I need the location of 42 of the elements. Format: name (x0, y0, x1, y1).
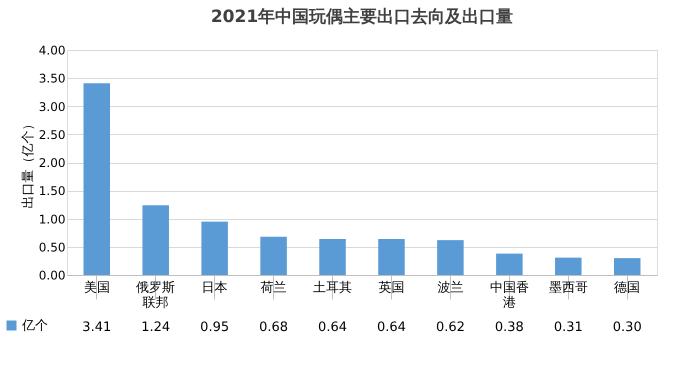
data-label: 0.64 (376, 320, 406, 335)
data-label: 0.62 (436, 320, 465, 335)
data-label: 1.24 (141, 320, 170, 335)
data-label: 0.68 (259, 320, 288, 335)
y-axis-title: 出口量（亿个） (20, 118, 36, 208)
x-tick-label: 波兰 (437, 280, 464, 296)
x-tick-label: 墨西哥 (548, 280, 588, 296)
x-tick-label: 日本 (202, 280, 228, 296)
x-tick-label: 中国香港 (490, 280, 529, 310)
y-tick-label: 1.50 (38, 184, 66, 198)
data-label: 0.64 (318, 320, 348, 335)
data-label: 3.41 (82, 320, 112, 335)
data-label: 0.95 (200, 320, 230, 335)
bar (378, 239, 405, 275)
y-tick-label: 3.00 (38, 100, 66, 114)
y-tick-label: 4.00 (38, 44, 66, 58)
data-label: 0.31 (554, 320, 583, 335)
bar (437, 240, 464, 275)
x-tick-label: 英国 (378, 280, 404, 296)
x-tick-label: 俄罗斯联邦 (136, 280, 176, 310)
bar (201, 222, 228, 275)
bar (260, 236, 287, 275)
bar (614, 258, 640, 275)
y-tick-label: 2.00 (38, 156, 66, 170)
x-tick-label: 美国 (84, 280, 110, 296)
chart-title: 2021年中国玩偶主要出口去向及出口量 (210, 7, 514, 27)
bar (142, 205, 169, 275)
x-tick-label: 德国 (614, 280, 640, 296)
x-tick-label: 荷兰 (260, 280, 287, 296)
bar (496, 254, 523, 275)
y-tick-label: 2.50 (38, 128, 66, 142)
y-tick-label: 1.00 (38, 212, 66, 226)
bar (555, 258, 582, 275)
y-tick-label: 0.50 (38, 240, 66, 254)
data-label: 0.30 (612, 320, 642, 335)
bar (319, 239, 346, 275)
y-tick-label: 3.50 (38, 72, 66, 86)
data-label: 0.38 (494, 320, 524, 335)
y-tick-label: 0.00 (38, 268, 66, 282)
legend-label: 亿个 (21, 318, 48, 334)
x-tick-label: 土耳其 (313, 280, 352, 296)
bar (84, 83, 110, 275)
